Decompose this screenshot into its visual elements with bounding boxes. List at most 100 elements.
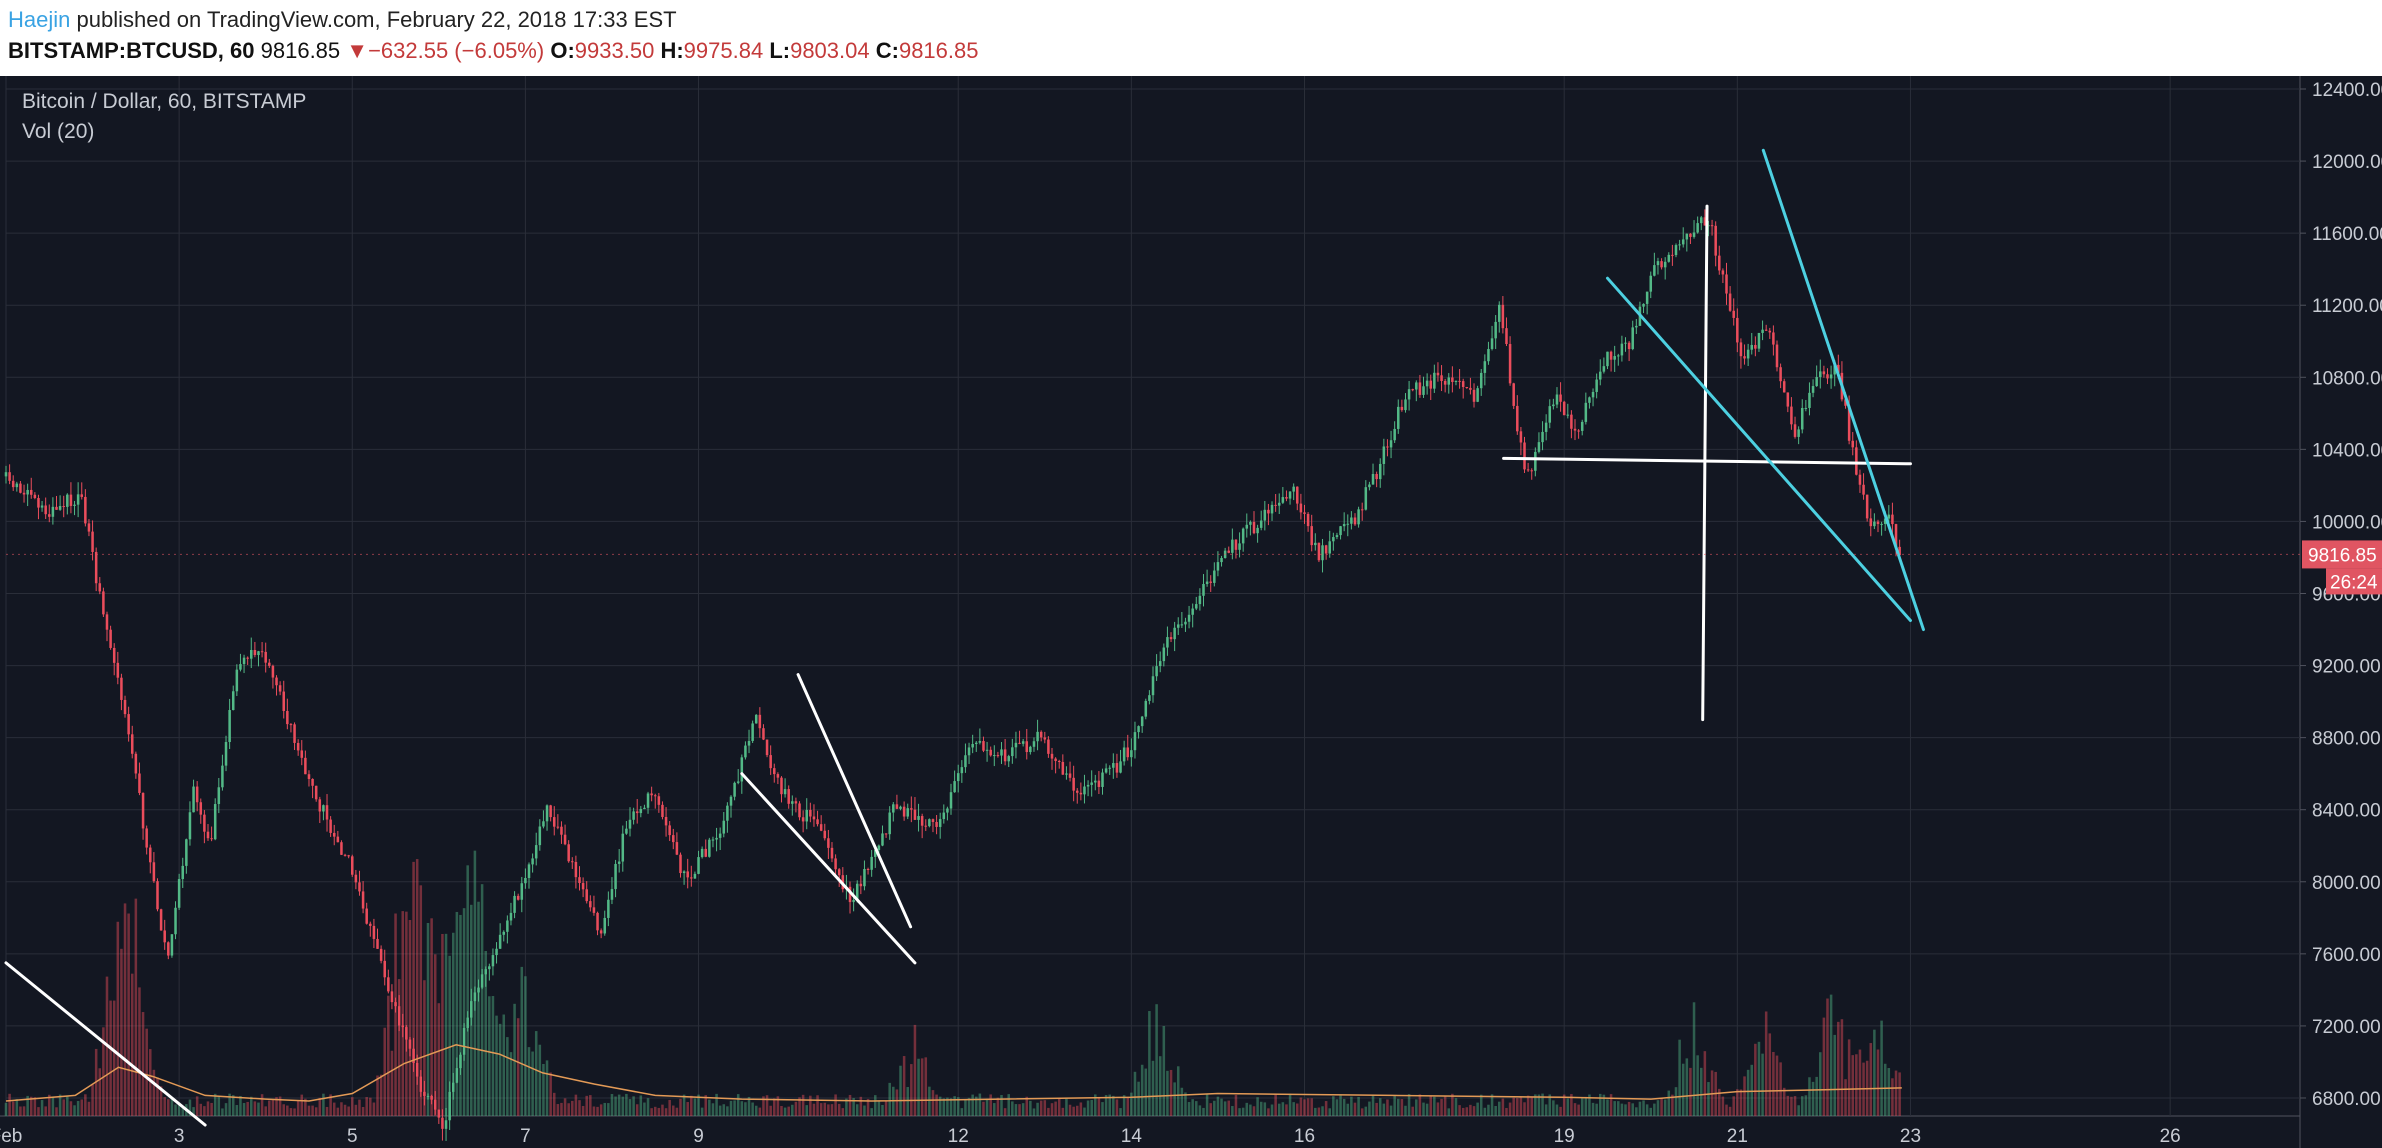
candle-body — [1782, 381, 1786, 393]
candle-body — [195, 786, 199, 803]
volume-bar — [866, 1098, 870, 1116]
volume-bar — [809, 1095, 812, 1116]
candle-body — [754, 714, 758, 724]
candle-body — [1130, 750, 1133, 758]
volume-bar — [358, 1099, 361, 1116]
candle-body — [506, 920, 509, 932]
candle-body — [1472, 389, 1476, 402]
volume-bar — [964, 1099, 967, 1116]
volume-bar — [596, 1106, 599, 1116]
candle-body — [289, 724, 293, 726]
candle-body — [1180, 624, 1184, 626]
candle-body — [516, 895, 520, 900]
volume-bar — [1498, 1101, 1501, 1116]
candle-body — [1209, 581, 1212, 583]
volume-bar — [1314, 1107, 1317, 1116]
volume-bar — [221, 1108, 224, 1116]
volume-bar — [1440, 1098, 1443, 1116]
candle-body — [769, 755, 772, 769]
chart-background — [0, 76, 2382, 1148]
candle-body — [1819, 371, 1822, 378]
volume-bar — [87, 1101, 91, 1116]
volume-bar — [690, 1095, 693, 1116]
series-legend-title: Bitcoin / Dollar, 60, BITSTAMP — [22, 90, 307, 113]
volume-bar — [574, 1094, 578, 1116]
volume-bar — [978, 1093, 982, 1116]
volume-bar — [304, 1098, 307, 1116]
volume-bar — [1631, 1103, 1634, 1116]
volume-bar — [365, 1097, 368, 1116]
volume-bar — [1595, 1103, 1598, 1116]
volume-bar — [1873, 1029, 1876, 1116]
candle-body — [1195, 604, 1198, 609]
candle-body — [711, 839, 715, 841]
volume-bar — [989, 1094, 992, 1116]
candle-body — [603, 917, 607, 934]
volume-bar — [1057, 1098, 1061, 1116]
low-label: L: — [769, 38, 791, 63]
candlestick-chart[interactable]: 6800.00 7200.00 7600.00 8000.00 8400.00 8800.… — [0, 76, 2382, 1148]
candle-body — [221, 765, 224, 788]
candle-body — [632, 811, 635, 820]
candle-body — [1097, 780, 1101, 787]
chart-area[interactable]: 6800.00 7200.00 7600.00 8000.00 8400.00 8800.… — [0, 76, 2382, 1148]
symbol-line: BITSTAMP:BTCUSD, 60 9816.85 ▼−632.55 (−6… — [8, 38, 978, 64]
volume-bar — [1797, 1105, 1800, 1116]
time-tick-label: 14 — [1121, 1126, 1143, 1147]
candle-body — [1360, 509, 1364, 511]
candle-body — [149, 847, 152, 863]
volume-bar — [192, 1107, 195, 1116]
price-tick-label: 12000.00 — [2312, 152, 2382, 173]
candle-body — [538, 826, 542, 846]
volume-bar — [1530, 1097, 1533, 1116]
candle-body — [830, 847, 834, 859]
volume-bar — [1671, 1094, 1674, 1116]
candle-body — [1508, 344, 1512, 384]
candle-body — [542, 821, 545, 827]
candle-body — [578, 877, 581, 884]
volume-bar — [1389, 1105, 1393, 1116]
volume-bar — [293, 1108, 296, 1116]
volume-bar — [819, 1103, 823, 1116]
candle-body — [859, 883, 863, 887]
volume-bar — [657, 1107, 661, 1116]
candle-body — [459, 1054, 462, 1069]
volume-bar — [1324, 1101, 1328, 1116]
candle-body — [239, 664, 242, 670]
volume-bar — [1050, 1103, 1054, 1116]
candle-body — [253, 649, 257, 656]
candle-body — [581, 883, 585, 890]
volume-bar — [1158, 1056, 1162, 1116]
candle-body — [1667, 254, 1671, 262]
volume-bar — [560, 1102, 563, 1116]
candle-body — [1079, 792, 1083, 795]
candle-body — [650, 793, 653, 796]
volume-bar — [120, 948, 123, 1116]
volume-bar — [1667, 1090, 1671, 1116]
author-link[interactable]: Haejin — [8, 7, 71, 32]
candle-body — [1681, 239, 1685, 245]
volume-bar — [177, 1102, 181, 1116]
volume-bar — [1822, 1017, 1826, 1116]
candle-body — [765, 739, 769, 756]
candle-body — [1122, 747, 1126, 762]
volume-bar — [1021, 1103, 1025, 1116]
volume-bar — [1523, 1102, 1526, 1116]
open-value: 9933.50 — [574, 38, 655, 63]
candle-body — [102, 591, 105, 615]
volume-bar — [765, 1095, 769, 1116]
candle-body — [1573, 428, 1577, 431]
candle-body — [549, 805, 552, 818]
candle-body — [1523, 442, 1526, 470]
volume-bar — [643, 1102, 646, 1116]
candle-body — [1227, 550, 1231, 553]
volume-bar — [1638, 1101, 1642, 1116]
volume-bar — [246, 1101, 249, 1116]
volume-bar — [437, 1003, 441, 1116]
candle-body — [812, 816, 816, 820]
volume-bar — [715, 1093, 718, 1116]
candle-body — [1617, 355, 1620, 357]
volume-bar — [1195, 1101, 1198, 1116]
candle-body — [700, 848, 704, 858]
candle-body — [899, 806, 902, 809]
